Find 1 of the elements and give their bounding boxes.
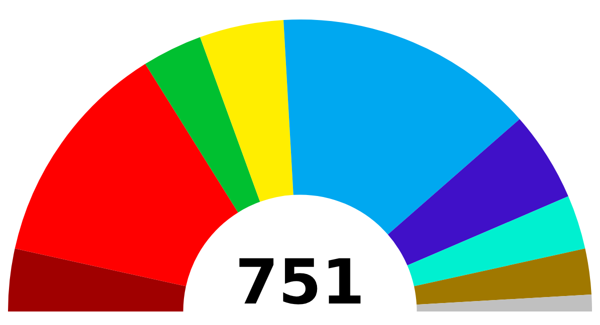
text: 751 bbox=[235, 246, 365, 318]
